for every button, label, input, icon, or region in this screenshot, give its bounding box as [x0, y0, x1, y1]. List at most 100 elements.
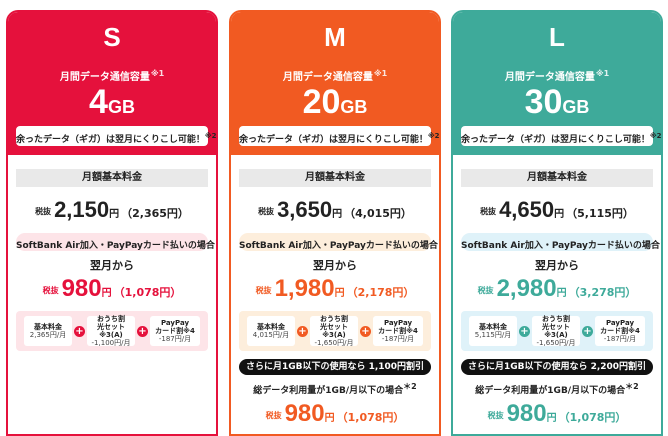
from-next-month: 翌月から	[90, 259, 134, 272]
carryover-banner: 余ったデータ（ギガ）は翌月にくりこし可能！※2	[461, 126, 661, 146]
capacity-label: 月間データ通信容量※1	[231, 68, 439, 83]
capacity-label: 月間データ通信容量※1	[453, 68, 661, 83]
carryover-banner: 余ったデータ（ギガ）は翌月にくりこし可能！※2	[16, 126, 216, 146]
breakdown-name: 基本料金	[479, 322, 507, 331]
final-price-row: 税抜 980円 （1,078円）	[239, 400, 431, 428]
breakdown-base-fee: 基本料金 4,015円/月	[247, 316, 295, 346]
discounted-price-incl-tax: （3,278円）	[568, 286, 637, 299]
breakdown-name: おうち割	[320, 314, 348, 323]
condition-text: SoftBank Air加入・PayPayカード払いの場合	[239, 241, 438, 251]
capacity-value: 30GB	[453, 85, 661, 119]
price-breakdown: 基本料金 5,115円/月 + おうち割 光セット※3(A) -1,650円/月 + …	[461, 311, 653, 351]
condition-note: ＊1	[660, 237, 661, 246]
plan-header-l: L 月間データ通信容量※1 30GB 余ったデータ（ギガ）は翌月にくりこし可能！…	[453, 12, 661, 155]
base-price-incl-tax: （2,365円）	[121, 207, 189, 220]
plus-icon: +	[582, 325, 593, 337]
breakdown-name: PayPay	[383, 318, 413, 327]
breakdown-base-fee: 基本料金 5,115円/月	[469, 316, 517, 346]
base-price-incl-tax: （5,115円）	[566, 207, 634, 220]
condition-note: ＊1	[438, 237, 439, 246]
breakdown-name-2: 光セット※3(A)	[542, 322, 570, 339]
breakdown-paypay-card: PayPay カード割※4 -187円/月	[150, 316, 200, 346]
capacity-value: 4GB	[8, 85, 216, 119]
discount-condition: SoftBank Air加入・PayPayカード払いの場合＊1	[16, 233, 216, 251]
breakdown-name-2: 光セット※3(A)	[97, 322, 125, 339]
breakdown-paypay-card: PayPay カード割※4 -187円/月	[373, 316, 423, 346]
capacity-number: 30	[524, 83, 563, 121]
breakdown-name: PayPay	[605, 318, 635, 327]
plus-icon: +	[297, 325, 308, 337]
carryover-note: ※2	[649, 132, 662, 140]
carryover-note: ※2	[204, 132, 217, 140]
breakdown-value: -1,650円/月	[536, 339, 576, 348]
base-price: 3,650	[277, 197, 333, 222]
monthly-fee-label: 月額基本料金	[461, 169, 653, 187]
carryover-banner: 余ったデータ（ギガ）は翌月にくりこし可能！※2	[239, 126, 439, 146]
total-condition-text: 総データ利用量が1GB/月以下の場合	[475, 386, 626, 396]
carryover-text: 余ったデータ（ギガ）は翌月にくりこし可能！	[16, 135, 205, 145]
capacity-note: ※1	[150, 68, 165, 78]
final-price: 980	[506, 400, 547, 427]
carryover-text: 余ったデータ（ギガ）は翌月にくりこし可能！	[461, 135, 650, 145]
monthly-fee-label: 月額基本料金	[239, 169, 431, 187]
base-price: 4,650	[499, 197, 555, 222]
condition-note: ＊1	[215, 237, 216, 246]
price-breakdown: 基本料金 2,365円/月 + おうち割 光セット※3(A) -1,100円/月 + …	[16, 311, 208, 351]
yen-unit: 円	[332, 209, 343, 220]
tax-excl-label: 税抜	[265, 411, 282, 420]
plan-header-m: M 月間データ通信容量※1 20GB 余ったデータ（ギガ）は翌月にくりこし可能！…	[231, 12, 439, 155]
breakdown-ouchi-wari: おうち割 光セット※3(A) -1,650円/月	[310, 314, 358, 347]
breakdown-value: 4,015円/月	[252, 331, 290, 339]
yen-unit: 円	[554, 209, 565, 220]
breakdown-name-2: カード割※4	[155, 326, 195, 335]
tax-excl-label: 税抜	[487, 411, 504, 420]
breakdown-ouchi-wari: おうち割 光セット※3(A) -1,650円/月	[532, 314, 580, 348]
plan-body-s: 月額基本料金 税抜 2,150円 （2,365円） SoftBank Air加入・P…	[8, 169, 216, 351]
discounted-price-row: 税抜 1,980円 （2,178円）	[239, 275, 431, 303]
breakdown-value: -187円/月	[158, 335, 192, 344]
yen-unit: 円	[109, 209, 120, 220]
from-next-month: 翌月から	[535, 259, 579, 272]
tax-excl-label: 税抜	[35, 207, 52, 216]
price-breakdown: 基本料金 4,015円/月 + おうち割 光セット※3(A) -1,650円/月 + …	[239, 311, 431, 351]
breakdown-name-2: 光セット※3(A)	[320, 322, 348, 339]
tax-excl-label: 税抜	[480, 207, 497, 216]
capacity-label-text: 月間データ通信容量	[282, 72, 373, 83]
plan-body-m: 月額基本料金 税抜 3,650円 （4,015円） SoftBank Air加入・P…	[231, 169, 439, 428]
breakdown-name: おうち割	[97, 314, 125, 323]
base-price-row: 税抜 2,150円 （2,365円）	[16, 197, 208, 223]
base-price-row: 税抜 4,650円 （5,115円）	[461, 197, 653, 223]
capacity-unit: GB	[107, 97, 135, 117]
carryover-text: 余ったデータ（ギガ）は翌月にくりこし可能！	[239, 135, 428, 145]
tax-excl-label: 税抜	[258, 207, 275, 216]
base-price-incl-tax: （4,015円）	[344, 207, 412, 220]
plan-letter: M	[324, 22, 346, 52]
capacity-unit: GB	[340, 97, 368, 117]
plan-letter: L	[549, 22, 565, 52]
breakdown-value: -1,100円/月	[91, 339, 131, 348]
breakdown-name: 基本料金	[257, 322, 285, 331]
yen-unit: 円	[334, 288, 345, 299]
breakdown-name-2: カード割※4	[600, 326, 640, 335]
breakdown-name-2: カード割※4	[378, 326, 418, 335]
discounted-price-row: 税抜 2,980円 （3,278円）	[461, 275, 653, 303]
total-condition-note: ＊2	[625, 382, 639, 391]
discounted-price: 1,980	[274, 275, 335, 302]
from-next-month: 翌月から	[313, 259, 357, 272]
plan-card-m: M 月間データ通信容量※1 20GB 余ったデータ（ギガ）は翌月にくりこし可能！…	[229, 10, 441, 436]
breakdown-name: おうち割	[542, 314, 570, 323]
extra-discount-banner: さらに月1GB以下の使用なら 1,100円割引	[239, 359, 431, 375]
discounted-price-row: 税抜 980円 （1,078円）	[16, 275, 208, 303]
capacity-label-text: 月間データ通信容量	[59, 72, 150, 83]
plan-header-s: S 月間データ通信容量※1 4GB 余ったデータ（ギガ）は翌月にくりこし可能！※…	[8, 12, 216, 155]
plan-card-l: L 月間データ通信容量※1 30GB 余ったデータ（ギガ）は翌月にくりこし可能！…	[451, 10, 663, 436]
capacity-label: 月間データ通信容量※1	[8, 68, 216, 83]
tax-excl-label: 税抜	[42, 286, 59, 295]
capacity-number: 4	[89, 83, 108, 121]
base-price-row: 税抜 3,650円 （4,015円）	[239, 197, 431, 223]
total-usage-condition: 総データ利用量が1GB/月以下の場合＊2	[461, 381, 653, 396]
capacity-unit: GB	[562, 97, 590, 117]
condition-text: SoftBank Air加入・PayPayカード払いの場合	[16, 241, 215, 251]
plus-icon: +	[137, 325, 148, 337]
breakdown-value: -187円/月	[603, 335, 637, 344]
